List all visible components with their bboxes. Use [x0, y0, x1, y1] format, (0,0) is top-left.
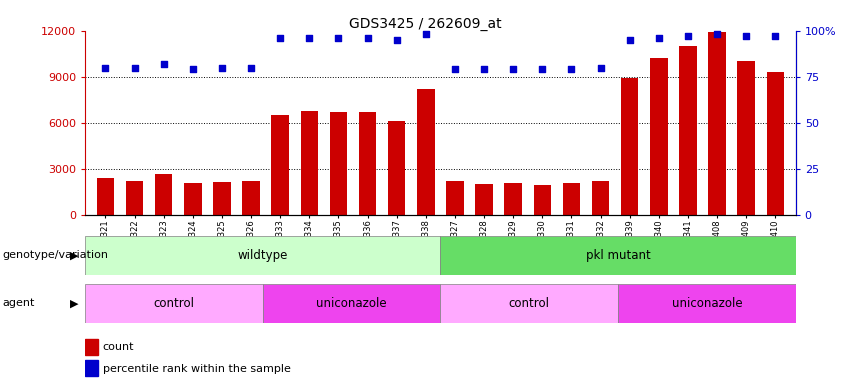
Bar [417, 89, 435, 215]
Point [506, 66, 520, 73]
Point [244, 65, 258, 71]
Point [711, 31, 724, 38]
Text: wildtype: wildtype [237, 249, 288, 262]
Bar [738, 61, 755, 215]
Point [128, 65, 141, 71]
Bar [85, 284, 263, 323]
Point [768, 33, 782, 39]
Point [594, 65, 608, 71]
Bar [97, 178, 114, 215]
Text: percentile rank within the sample: percentile rank within the sample [103, 364, 291, 374]
Bar [505, 183, 522, 215]
Point [448, 66, 462, 73]
Bar [85, 339, 98, 355]
Text: uniconazole: uniconazole [317, 297, 387, 310]
Text: control: control [509, 297, 550, 310]
Bar [184, 183, 202, 215]
Bar [534, 185, 551, 215]
Bar [243, 181, 260, 215]
Point [215, 65, 229, 71]
Point [740, 33, 753, 39]
Bar [618, 284, 796, 323]
Bar [214, 182, 231, 215]
Bar [708, 32, 726, 215]
Point [99, 65, 112, 71]
Bar [300, 111, 318, 215]
Point [157, 61, 170, 67]
Point [419, 31, 432, 38]
Text: pkl mutant: pkl mutant [585, 249, 650, 262]
Text: ▶: ▶ [70, 250, 78, 260]
Text: agent: agent [3, 298, 35, 308]
Text: uniconazole: uniconazole [671, 297, 742, 310]
Point [303, 35, 317, 41]
Bar [155, 174, 173, 215]
Bar [126, 181, 143, 215]
Point [361, 35, 374, 41]
Bar [679, 46, 697, 215]
Point [390, 37, 403, 43]
Bar [263, 284, 441, 323]
Bar [85, 236, 441, 275]
Bar [441, 236, 796, 275]
Bar [441, 284, 618, 323]
Bar [650, 58, 667, 215]
Bar [271, 115, 289, 215]
Text: count: count [103, 342, 134, 352]
Point [535, 66, 549, 73]
Point [564, 66, 578, 73]
Text: ▶: ▶ [70, 298, 78, 308]
Point [273, 35, 287, 41]
Bar [446, 181, 464, 215]
Bar [476, 184, 493, 215]
Point [477, 66, 491, 73]
Point [623, 37, 637, 43]
Bar [329, 112, 347, 215]
Text: genotype/variation: genotype/variation [3, 250, 109, 260]
Bar [767, 72, 784, 215]
Bar [591, 181, 609, 215]
Bar [563, 183, 580, 215]
Point [652, 35, 665, 41]
Point [332, 35, 346, 41]
Point [681, 33, 694, 39]
Bar [85, 360, 98, 376]
Text: GDS3425 / 262609_at: GDS3425 / 262609_at [349, 17, 502, 31]
Bar [359, 112, 376, 215]
Bar [621, 78, 638, 215]
Bar [388, 121, 405, 215]
Point [186, 66, 200, 73]
Text: control: control [153, 297, 194, 310]
